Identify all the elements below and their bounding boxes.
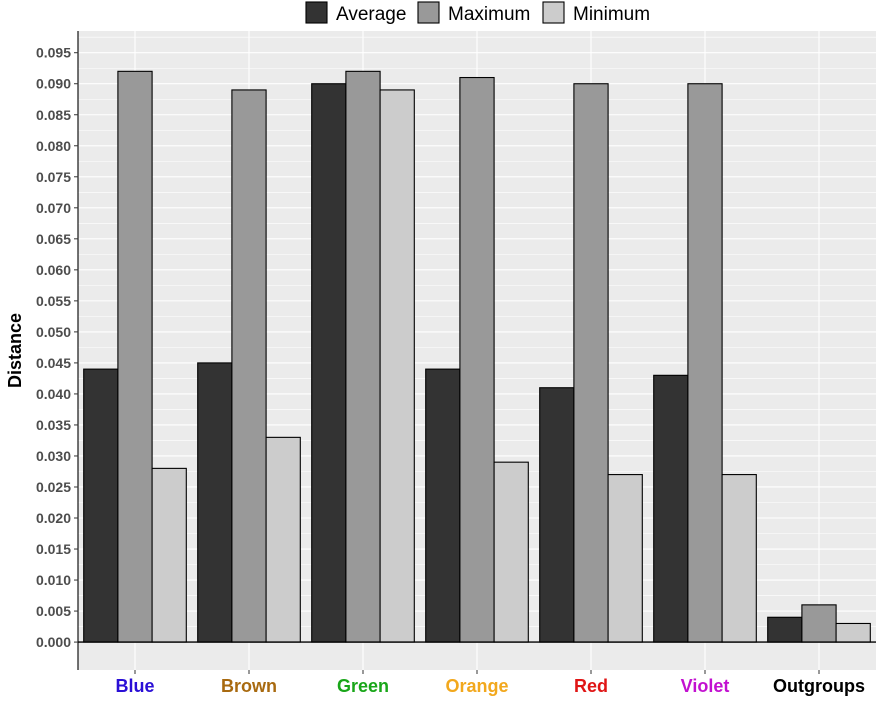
x-tick-label-green: Green xyxy=(337,676,389,696)
y-tick-label: 0.030 xyxy=(36,448,71,464)
y-tick-label: 0.050 xyxy=(36,324,71,340)
legend-key-average xyxy=(305,1,328,24)
y-tick-label: 0.090 xyxy=(36,76,71,92)
x-axis: Blue Brown Green Orange Red Violet Outgroups xyxy=(115,670,865,696)
y-tick-label: 0.010 xyxy=(36,572,71,588)
bar-blue-minimum xyxy=(151,467,187,643)
y-tick-label: 0.060 xyxy=(36,262,71,278)
y-tick-label: 0.095 xyxy=(36,45,71,61)
bar-violet-maximum xyxy=(687,83,723,643)
legend-label-average: Average xyxy=(336,4,406,25)
y-tick-label: 0.070 xyxy=(36,200,71,216)
legend-key-maximum xyxy=(417,1,440,24)
x-tick-label-orange: Orange xyxy=(445,676,508,696)
y-tick-label: 0.075 xyxy=(36,169,71,185)
x-tick-label-outgroups: Outgroups xyxy=(773,676,865,696)
x-tick-label-red: Red xyxy=(574,676,608,696)
bar-outgroups-average xyxy=(767,616,803,643)
y-tick-label: 0.085 xyxy=(36,107,71,123)
legend-label-minimum: Minimum xyxy=(573,4,650,25)
bar-violet-average xyxy=(653,374,689,643)
y-tick-label: 0.005 xyxy=(36,603,71,619)
bar-brown-minimum xyxy=(265,436,301,643)
bar-blue-average xyxy=(83,368,119,643)
legend-key-minimum xyxy=(542,1,565,24)
y-tick-label: 0.055 xyxy=(36,293,71,309)
y-tick-label: 0.000 xyxy=(36,634,71,650)
bar-orange-average xyxy=(425,368,461,643)
bar-outgroups-maximum xyxy=(801,604,837,643)
bar-red-maximum xyxy=(573,83,609,643)
y-tick-label: 0.035 xyxy=(36,417,71,433)
x-tick-label-violet: Violet xyxy=(681,676,730,696)
y-tick-label: 0.080 xyxy=(36,138,71,154)
y-tick-label: 0.020 xyxy=(36,510,71,526)
legend: Average Maximum Minimum xyxy=(305,1,650,25)
y-tick-label: 0.065 xyxy=(36,231,71,247)
bars xyxy=(78,70,876,643)
y-axis: 0.000 0.005 0.010 0.015 0.020 0.025 0.030 0.035… xyxy=(36,31,79,670)
bar-green-average xyxy=(311,83,347,643)
bar-orange-maximum xyxy=(459,76,495,643)
y-tick-label: 0.040 xyxy=(36,386,71,402)
y-axis-title: Distance xyxy=(5,313,25,388)
bar-outgroups-minimum xyxy=(835,622,871,643)
bar-red-average xyxy=(539,387,575,643)
x-tick-label-blue: Blue xyxy=(115,676,154,696)
y-tick-label: 0.025 xyxy=(36,479,71,495)
y-tick-label: 0.045 xyxy=(36,355,71,371)
bar-red-minimum xyxy=(607,474,643,643)
bar-violet-minimum xyxy=(721,474,757,643)
y-tick-label: 0.015 xyxy=(36,541,71,557)
bar-blue-maximum xyxy=(117,70,153,643)
bar-brown-average xyxy=(197,362,233,643)
bar-green-minimum xyxy=(379,89,415,643)
x-tick-label-brown: Brown xyxy=(221,676,277,696)
bar-green-maximum xyxy=(345,70,381,643)
legend-label-maximum: Maximum xyxy=(448,4,530,25)
bar-orange-minimum xyxy=(493,461,529,643)
bar-brown-maximum xyxy=(231,89,267,643)
